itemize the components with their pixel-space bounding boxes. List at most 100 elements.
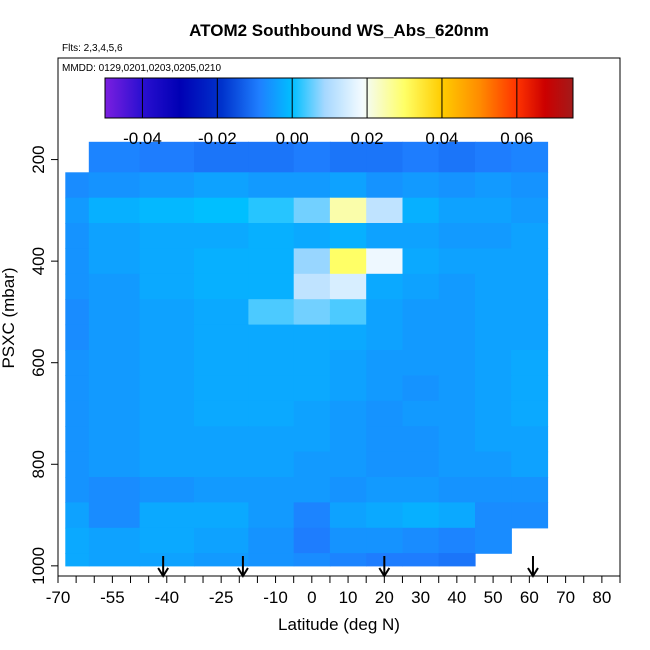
y-tick-label: 400 [29, 247, 48, 275]
heatmap-cell [194, 350, 249, 376]
heatmap-cell [402, 350, 440, 376]
heatmap-cell [194, 197, 249, 224]
heatmap-cell [248, 527, 295, 554]
x-tick-label: 70 [556, 588, 575, 607]
heatmap-cell [139, 172, 195, 199]
heatmap-cell [248, 502, 295, 529]
heatmap-cell [402, 400, 440, 427]
heatmap-cell [65, 248, 90, 275]
heatmap-cell [248, 172, 295, 199]
heatmap-cell [438, 350, 476, 376]
heatmap-cell [293, 527, 331, 554]
heatmap-cell [475, 299, 512, 326]
heatmap-cell [438, 451, 476, 478]
heatmap-cell [194, 223, 249, 249]
heatmap-cell [248, 273, 295, 300]
heatmap-cell [139, 273, 195, 300]
heatmap-cell [511, 375, 549, 402]
heatmap-cell [65, 451, 90, 478]
heatmap-cell [511, 273, 549, 300]
heatmap-cell [475, 197, 512, 224]
heatmap-cell [511, 223, 549, 249]
heatmap-cell [366, 350, 404, 376]
heatmap-cell [402, 375, 440, 402]
heatmap-cell [194, 299, 249, 326]
heatmap-cell [293, 299, 331, 326]
heatmap-cell [438, 248, 476, 275]
heatmap-cell [438, 375, 476, 402]
heatmap-cell [511, 477, 549, 503]
heatmap-cell [475, 324, 512, 351]
heatmap-cell [402, 553, 440, 567]
heatmap-cell [65, 527, 90, 554]
x-tick-label: 10 [339, 588, 358, 607]
heatmap-cell [293, 451, 331, 478]
flight-arrow [527, 556, 539, 578]
heatmap-cell [329, 299, 367, 326]
colorbar: -0.04 -0.02 0.00 0.02 0.04 0.06 [104, 77, 574, 148]
heatmap-cell [402, 324, 440, 351]
flight-arrows [157, 556, 539, 578]
heatmap-cell [402, 426, 440, 453]
heatmap-cell [329, 197, 367, 224]
heatmap-cell [139, 400, 195, 427]
heatmap-cell [139, 299, 195, 326]
heatmap-cell [329, 141, 367, 173]
heatmap-cell [88, 172, 141, 199]
heatmap-cell [88, 400, 141, 427]
heatmap-cell [139, 426, 195, 453]
heatmap-cell [402, 273, 440, 300]
heatmap-cell [366, 527, 404, 554]
heatmap-cell [511, 324, 549, 351]
heatmap-cell [366, 324, 404, 351]
heatmap-cell [194, 172, 249, 199]
heatmap-cell [139, 197, 195, 224]
heatmap-cell [475, 141, 512, 173]
heatmap-cell [65, 477, 90, 503]
heatmap-cell [194, 248, 249, 275]
heatmap-cell [194, 273, 249, 300]
x-tick-label: 30 [411, 588, 430, 607]
heatmap-cell [248, 248, 295, 275]
colorbar-tick-label: -0.04 [123, 129, 162, 148]
flight-arrow [157, 556, 169, 578]
heatmap-cell [65, 273, 90, 300]
heatmap-cell [329, 172, 367, 199]
heatmap-cell [88, 426, 141, 453]
heatmap-cell [438, 141, 476, 173]
heatmap-cell [248, 223, 295, 249]
heatmap-cell [248, 426, 295, 453]
heatmap-cell [329, 426, 367, 453]
heatmap-cell [65, 324, 90, 351]
heatmap-cell [438, 299, 476, 326]
heatmap-cell [194, 553, 249, 567]
heatmap-cell [511, 141, 549, 173]
heatmap-cell [139, 350, 195, 376]
heatmap-cell [293, 248, 331, 275]
heatmap-cell [511, 350, 549, 376]
heatmap-cell [88, 141, 141, 173]
heatmap-cell [293, 141, 331, 173]
y-tick-label: 800 [29, 450, 48, 478]
heatmap-cell [438, 324, 476, 351]
heatmap-cell [65, 375, 90, 402]
heatmap-cell [65, 400, 90, 427]
heatmap-cell [329, 553, 367, 567]
x-tick-label: -25 [209, 588, 234, 607]
dates-note: MMDD: 0129,0201,0203,0205,0210 [62, 63, 221, 74]
heatmap-cell [402, 299, 440, 326]
heatmap-cell [139, 451, 195, 478]
x-tick-label: 50 [484, 588, 503, 607]
heatmap-cell [139, 324, 195, 351]
heatmap-cell [88, 502, 141, 529]
colorbar-tick-label: 0.00 [276, 129, 309, 148]
heatmap-cell [329, 527, 367, 554]
heatmap-cell [329, 350, 367, 376]
x-tick-label: 40 [447, 588, 466, 607]
heatmap-cell [329, 400, 367, 427]
heatmap-cell [88, 223, 141, 249]
heatmap-cell [88, 527, 141, 554]
x-axis-label: Latitude (deg N) [278, 615, 400, 634]
heatmap-cell [248, 141, 295, 173]
heatmap-cell [139, 553, 195, 567]
